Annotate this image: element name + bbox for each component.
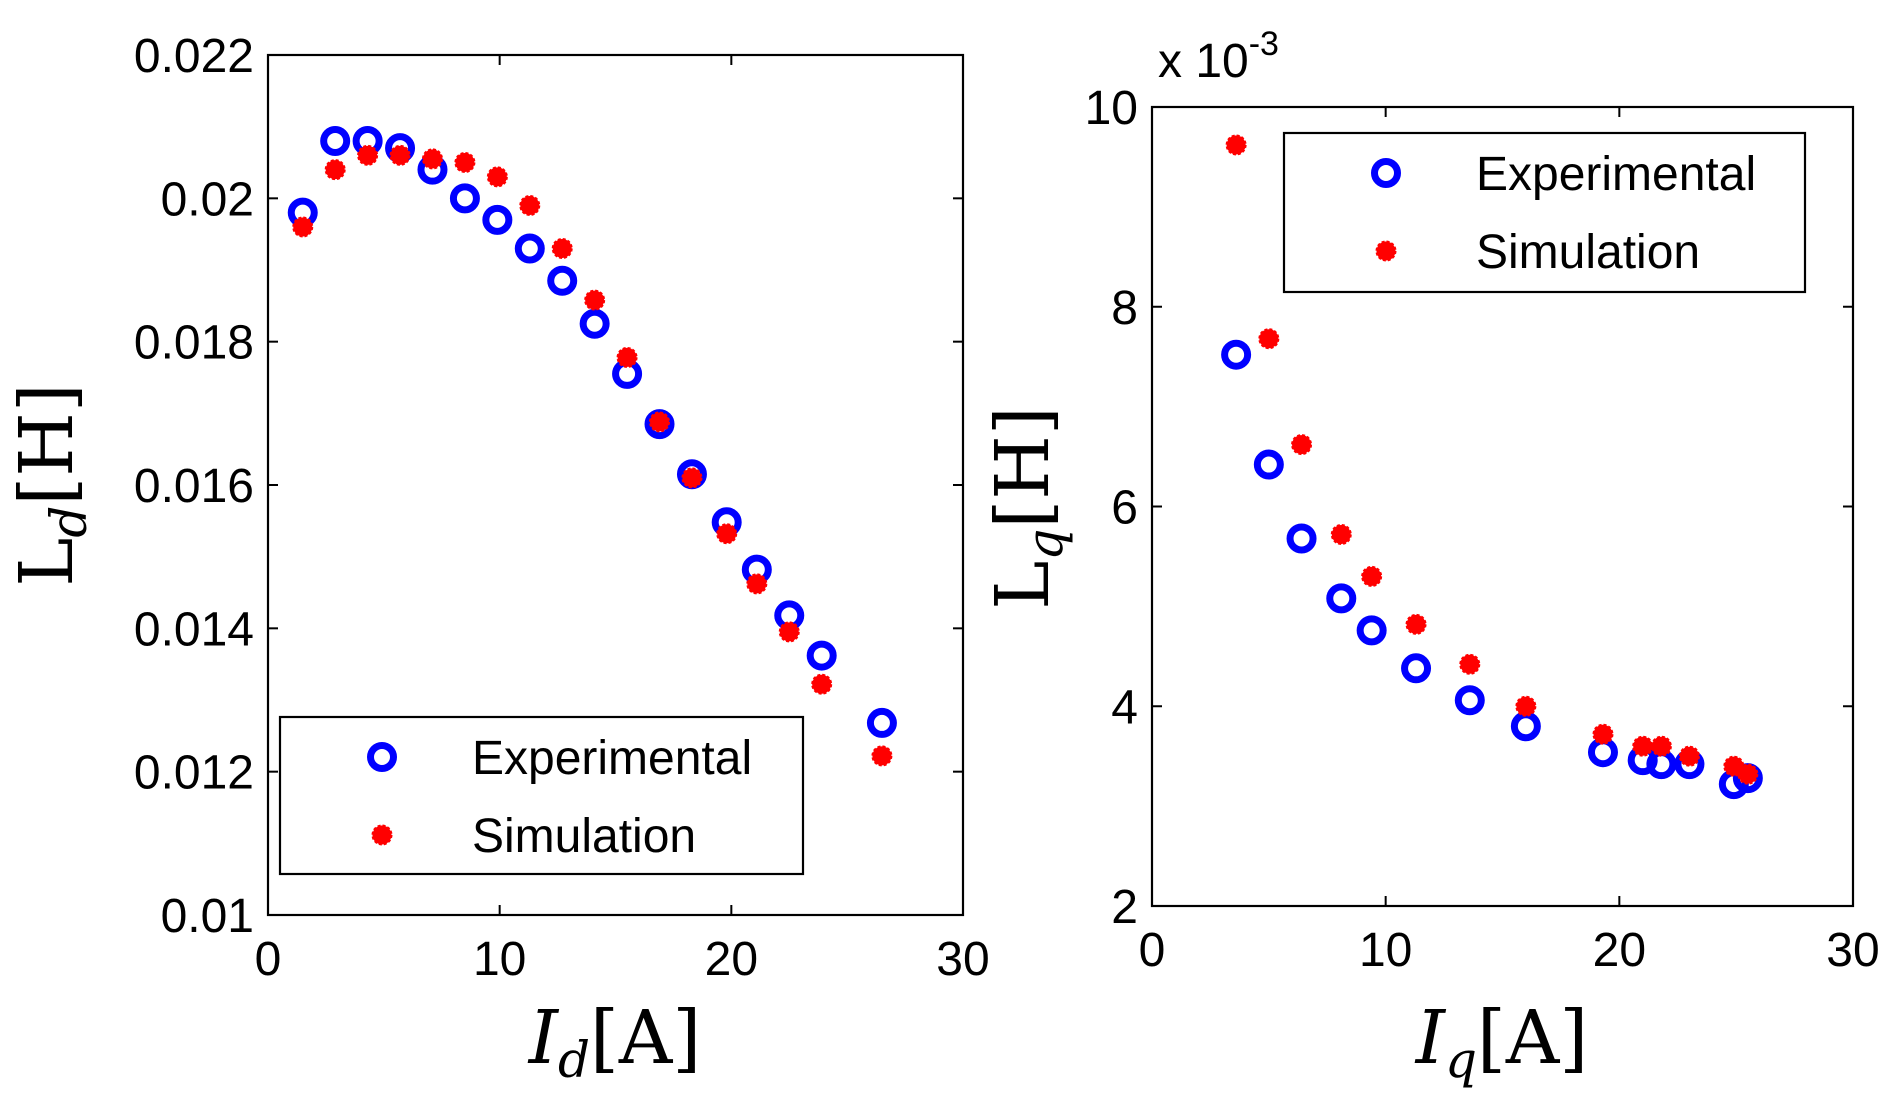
simulation-point (1650, 735, 1672, 757)
simulation-point (1225, 134, 1247, 156)
simulation-point (1632, 735, 1654, 757)
experimental-point (1221, 339, 1252, 370)
y-tick-label: 4 (1111, 681, 1138, 734)
y-tick-label: 2 (1111, 881, 1138, 934)
simulation-point (681, 467, 703, 489)
simulation-point (324, 159, 346, 181)
experimental-point (1401, 653, 1432, 684)
y-tick-label: 8 (1111, 282, 1138, 335)
ld-chart: 0 10 20 30 0.01 0.012 0.014 0.016 0.018 0.02 0.022… (4, 30, 990, 1089)
x-tick-label: 0 (255, 933, 282, 986)
simulation-point (649, 411, 671, 433)
x-tick-label: 30 (1826, 924, 1879, 977)
legend-box (278, 715, 805, 876)
simulation-point (1361, 565, 1383, 587)
simulation-point (616, 346, 638, 368)
x-tick-label: 30 (936, 933, 989, 986)
legend: Experimental Simulation (1282, 131, 1807, 294)
simulation-point (389, 144, 411, 166)
simulation-point (1459, 653, 1481, 675)
x-axis-label: Iq[A] (1414, 995, 1588, 1089)
simulation-point (1592, 723, 1614, 745)
experimental-point (866, 707, 897, 738)
y-tick-label: 0.022 (134, 30, 254, 83)
simulation-point (357, 144, 379, 166)
y-tick-label: 0.01 (161, 890, 254, 943)
simulation-point (1405, 613, 1427, 635)
experimental-point (1356, 615, 1387, 646)
y-tick-label: 6 (1111, 482, 1138, 535)
legend: Experimental Simulation (278, 715, 805, 876)
legend-label-experimental: Experimental (472, 732, 752, 785)
x-tick-label: 0 (1139, 924, 1166, 977)
experimental-point (514, 233, 545, 264)
x-axis-label: Id[A] (527, 995, 701, 1089)
experimental-point (1454, 685, 1485, 716)
series-simulation (1225, 134, 1759, 785)
experimental-point (449, 183, 480, 214)
simulation-point (1291, 434, 1313, 456)
experimental-point (1286, 523, 1317, 554)
simulation-point (1330, 523, 1352, 545)
simulation-point (486, 166, 508, 188)
y-axis-label: Lq[H] (980, 406, 1074, 609)
simulation-point (811, 673, 833, 695)
simulation-point (1515, 695, 1537, 717)
experimental-point (1253, 449, 1284, 480)
simulation-point (1678, 745, 1700, 767)
simulation-point (421, 148, 443, 170)
experimental-point (579, 308, 610, 339)
y-tick-label: 0.02 (161, 173, 254, 226)
legend-simulation-marker (1375, 240, 1397, 262)
simulation-point (716, 523, 738, 545)
series-experimental (287, 126, 897, 738)
simulation-point (871, 745, 893, 767)
simulation-point (519, 195, 541, 216)
x-tick-label: 10 (473, 933, 526, 986)
experimental-point (547, 265, 578, 296)
simulation-point (1258, 328, 1280, 350)
lq-chart: 0 10 20 30 2 4 6 8 10 x 10-3 Experimental Simulatio… (980, 25, 1880, 1089)
legend-experimental-marker (367, 742, 397, 772)
y-tick-label: 10 (1085, 82, 1138, 135)
y-axis-exponent: x 10-3 (1158, 25, 1279, 88)
legend-simulation-marker (371, 824, 393, 846)
experimental-point (482, 204, 513, 235)
experimental-point (806, 640, 837, 671)
y-tick-label: 0.012 (134, 747, 254, 800)
simulation-point (551, 238, 573, 259)
legend-label-experimental: Experimental (1476, 148, 1756, 201)
legend-label-simulation: Simulation (1476, 226, 1700, 279)
legend-box (1282, 131, 1807, 294)
x-tick-label: 20 (705, 933, 758, 986)
simulation-point (584, 289, 606, 311)
simulation-point (454, 152, 476, 173)
experimental-point (1326, 583, 1357, 614)
x-tick-label: 10 (1359, 924, 1412, 977)
simulation-point (292, 216, 314, 238)
legend-label-simulation: Simulation (472, 810, 696, 863)
legend-experimental-marker (1371, 158, 1401, 188)
simulation-point (778, 621, 800, 643)
x-tick-label: 20 (1593, 924, 1646, 977)
y-axis-label: Ld[H] (4, 383, 98, 586)
series-simulation (292, 144, 893, 767)
experimental-point (320, 126, 351, 156)
simulation-point (746, 573, 768, 595)
y-tick-label: 0.016 (134, 460, 254, 513)
simulation-point (1737, 763, 1759, 785)
y-tick-label: 0.014 (134, 603, 254, 656)
y-tick-label: 0.018 (134, 317, 254, 370)
